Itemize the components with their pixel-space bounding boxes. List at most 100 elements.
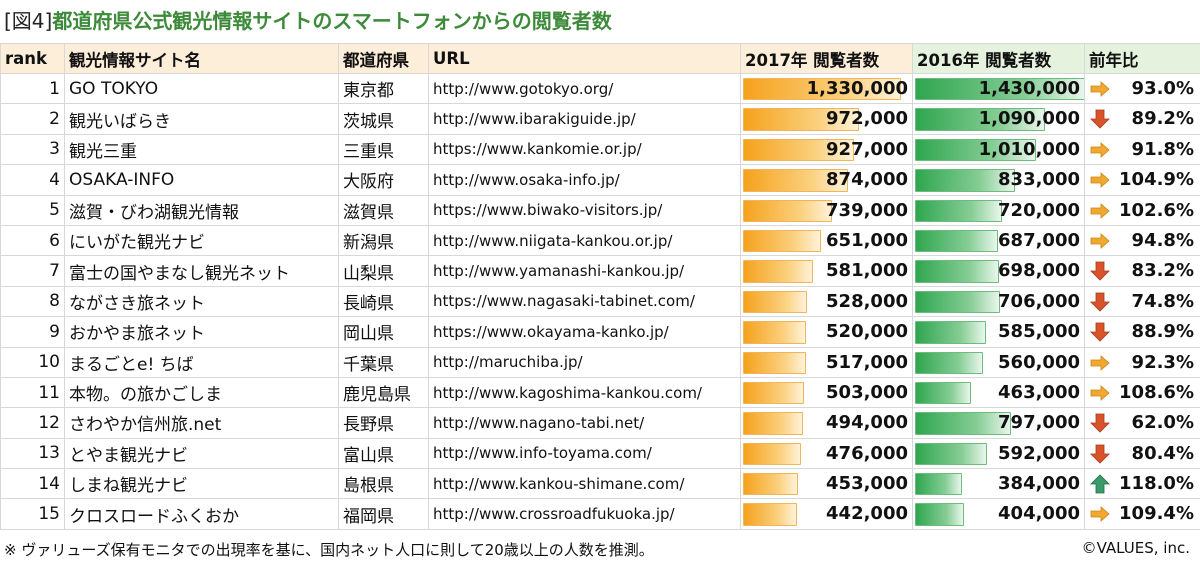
url-cell: https://www.okayama-kanko.jp/: [428, 316, 741, 348]
viewers-2016-bar: [915, 199, 1002, 222]
prefecture-cell: 山梨県: [338, 255, 429, 287]
viewers-2017-value: 739,000: [826, 199, 908, 221]
table-row: 2 観光いばらき 茨城県 http://www.ibarakiguide.jp/972…: [0, 103, 1200, 135]
prefecture-cell: 大阪府: [338, 164, 429, 196]
table-row: 14 しまね観光ナビ 島根県 http://www.kankou-shimane.co…: [0, 468, 1200, 500]
rank-cell: 13: [0, 437, 65, 470]
arrow-right-icon: [1089, 170, 1111, 190]
header-url: URL: [428, 43, 741, 74]
rank-cell: 8: [0, 285, 65, 318]
figure-title: [図4]都道府県公式観光情報サイトのスマートフォンからの閲覧者数: [4, 6, 612, 36]
ratio-cell: 94.8%: [1084, 224, 1200, 257]
viewers-2017-value: 581,000: [826, 260, 908, 282]
table-row: 10 まるごとe! ちば 千葉県 http://maruchiba.jp/517,00…: [0, 346, 1200, 378]
site-name-cell: OSAKA-INFO: [64, 164, 339, 196]
viewers-2017-bar: [743, 442, 801, 466]
viewers-2017-value: 517,000: [826, 351, 908, 373]
prefecture-cell: 東京都: [338, 72, 429, 105]
viewers-2016-cell: 797,000: [912, 407, 1085, 439]
ratio-value: 91.8%: [1131, 138, 1194, 160]
viewers-2016-bar: [915, 412, 1011, 435]
viewers-2016-cell: 384,000: [912, 468, 1085, 500]
header-rank: rank: [0, 43, 65, 74]
arrow-down-icon: [1089, 109, 1111, 129]
site-name-cell: 観光いばらき: [64, 103, 339, 135]
viewers-2017-value: 874,000: [826, 169, 908, 191]
url-cell: http://maruchiba.jp/: [428, 346, 741, 378]
viewers-2017-bar: [743, 260, 814, 283]
table-row: 1 GO TOKYO 東京都 http://www.gotokyo.org/1,330…: [0, 72, 1200, 105]
header-2016-viewers: 2016年 閲覧者数: [912, 43, 1085, 74]
table-row: 15 クロスロードふくおか 福岡県 http://www.crossroadfukuo…: [0, 498, 1200, 530]
viewers-2017-bar: [743, 321, 807, 344]
arrow-down-icon: [1089, 261, 1111, 281]
prefecture-cell: 岡山県: [338, 316, 429, 348]
ratio-value: 93.0%: [1131, 78, 1194, 99]
url-cell: http://www.kankou-shimane.com/: [428, 468, 741, 500]
viewers-2016-cell: 1,010,000: [912, 133, 1085, 166]
url-cell: http://www.gotokyo.org/: [428, 72, 741, 105]
viewers-2017-bar: [743, 138, 854, 162]
table-row: 3 観光三重 三重県 https://www.kankomie.or.jp/927,0…: [0, 133, 1200, 166]
rank-cell: 11: [0, 376, 65, 409]
viewers-2016-value: 687,000: [998, 229, 1080, 251]
table-header-row: rank 観光情報サイト名 都道府県 URL 2017年 閲覧者数 2016年 …: [0, 43, 1200, 74]
site-name-cell: クロスロードふくおか: [64, 498, 339, 530]
viewers-2016-bar: [915, 503, 965, 526]
arrow-right-icon: [1089, 79, 1111, 99]
copyright: ©VALUES, inc.: [1081, 539, 1190, 557]
viewers-2016-value: 1,090,000: [978, 108, 1080, 130]
ratio-value: 94.8%: [1131, 229, 1194, 251]
prefecture-cell: 長崎県: [338, 285, 429, 318]
ratio-cell: 91.8%: [1084, 133, 1200, 166]
viewers-2017-value: 528,000: [826, 290, 908, 312]
ratio-value: 83.2%: [1131, 260, 1194, 282]
viewers-2017-cell: 476,000: [740, 437, 913, 470]
arrow-down-icon: [1089, 292, 1111, 312]
site-name-cell: まるごとe! ちば: [64, 346, 339, 378]
viewers-2016-bar: [915, 78, 1084, 101]
ratio-value: 89.2%: [1131, 108, 1194, 130]
prefecture-cell: 福岡県: [338, 498, 429, 530]
prefecture-cell: 三重県: [338, 133, 429, 166]
table-row: 7 富士の国やまなし観光ネット 山梨県 http://www.yamanashi-ka…: [0, 255, 1200, 287]
url-cell: http://www.ibarakiguide.jp/: [428, 103, 741, 135]
url-cell: http://www.osaka-info.jp/: [428, 164, 741, 196]
footnote: ※ ヴァリューズ保有モニタでの出現率を基に、国内ネット人口に則して20歳以上の人…: [4, 541, 654, 559]
arrow-down-icon: [1089, 413, 1111, 433]
rank-cell: 7: [0, 255, 65, 287]
table-row: 11 本物。の旅かごしま 鹿児島県 http://www.kagoshima-kank…: [0, 376, 1200, 409]
ratio-cell: 80.4%: [1084, 437, 1200, 470]
ratio-cell: 104.9%: [1084, 164, 1200, 196]
viewers-2016-bar: [915, 381, 972, 405]
viewers-2016-bar: [915, 260, 999, 283]
viewers-2017-cell: 581,000: [740, 255, 913, 287]
arrow-right-icon: [1089, 201, 1111, 221]
ratio-cell: 88.9%: [1084, 316, 1200, 348]
viewers-2016-value: 463,000: [998, 381, 1080, 403]
viewers-2017-cell: 453,000: [740, 468, 913, 500]
table-row: 8 ながさき旅ネット 長崎県 https://www.nagasaki-tabinet…: [0, 285, 1200, 318]
viewers-2017-bar: [743, 108, 860, 131]
rank-cell: 15: [0, 498, 65, 530]
rank-cell: 12: [0, 407, 65, 439]
table-row: 9 おかやま旅ネット 岡山県 https://www.okayama-kanko.jp…: [0, 316, 1200, 348]
viewers-2017-cell: 442,000: [740, 498, 913, 530]
viewers-2017-cell: 739,000: [740, 194, 913, 226]
header-yoy-ratio: 前年比: [1084, 43, 1200, 74]
url-cell: https://www.biwako-visitors.jp/: [428, 194, 741, 226]
viewers-2017-cell: 651,000: [740, 224, 913, 257]
ratio-value: 80.4%: [1131, 442, 1194, 464]
viewers-2017-cell: 972,000: [740, 103, 913, 135]
site-name-cell: とやま観光ナビ: [64, 437, 339, 470]
viewers-2017-cell: 927,000: [740, 133, 913, 166]
viewers-2017-bar: [743, 290, 808, 314]
viewers-2017-value: 442,000: [826, 503, 908, 525]
ratio-cell: 93.0%: [1084, 72, 1200, 105]
rank-cell: 14: [0, 468, 65, 500]
viewers-2016-value: 706,000: [998, 290, 1080, 312]
rank-cell: 4: [0, 164, 65, 196]
viewers-2016-bar: [915, 138, 1036, 162]
table-row: 12 さわやか信州旅.net 長野県 http://www.nagano-tabi.n…: [0, 407, 1200, 439]
viewers-2017-bar: [743, 199, 832, 222]
